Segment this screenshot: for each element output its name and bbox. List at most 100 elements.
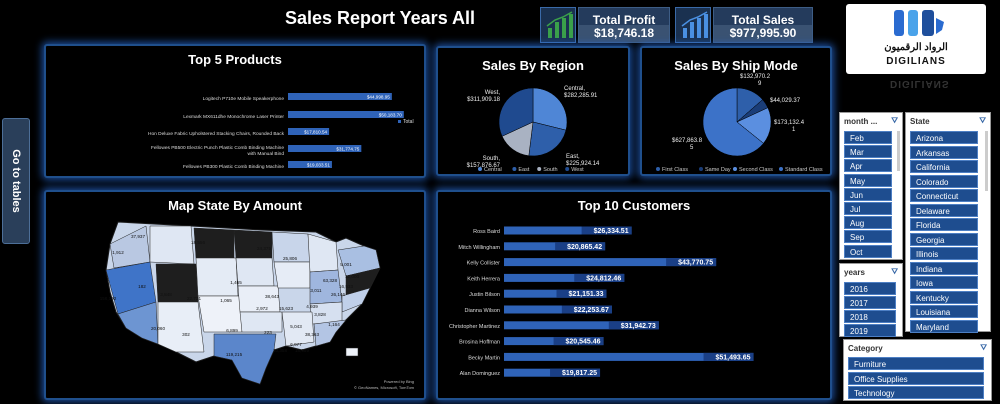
category-label: Hon Deluxe Fabric Upholstered Stacking C… <box>148 131 285 137</box>
state-slicer-item[interactable]: Arizona <box>910 131 978 144</box>
state-scrollbar[interactable] <box>985 131 988 191</box>
label-box <box>666 258 717 267</box>
label-box <box>581 226 632 235</box>
state-slicer[interactable]: State ⛛ Arizona Arkansas California Colorad… <box>905 112 991 333</box>
month-slicer-item[interactable]: Mar <box>844 145 892 159</box>
label-box <box>553 337 604 346</box>
state-slicer-item[interactable]: Florida <box>910 218 978 231</box>
state-slicer-header: State ⛛ <box>906 113 990 129</box>
bar <box>288 145 362 152</box>
clear-filter-icon[interactable]: ⛛ <box>891 116 898 125</box>
state-region <box>149 225 195 265</box>
slice-value: $157,876.67 <box>467 163 501 169</box>
year-slicer-item[interactable]: 2016 <box>844 282 896 295</box>
legend-swatch <box>565 167 570 171</box>
month-slicer-item[interactable]: Feb <box>844 131 892 144</box>
bar <box>504 242 606 251</box>
legend-swatch <box>398 120 401 123</box>
slice-label: Central, <box>564 86 585 92</box>
category-slicer-item[interactable]: Technology <box>848 386 984 399</box>
month-slicer-item[interactable]: Apr <box>844 159 892 173</box>
label-box <box>555 242 606 251</box>
data-label: $50,183.70 <box>379 113 402 118</box>
state-slicer-item[interactable]: Arkansas <box>910 145 978 159</box>
state-region <box>157 301 205 353</box>
region-chart: Central,$282,285.91 East,$225,924.14 South… <box>467 86 600 173</box>
state-value-label: 16,533 <box>339 284 353 289</box>
category-label: Lexmark MX611dhe Monochrome Laser Printe… <box>183 114 284 120</box>
month-scrollbar[interactable] <box>897 131 900 171</box>
legend-swatch <box>779 167 783 171</box>
legend-label: Same Day <box>705 167 731 173</box>
year-slicer-item[interactable]: 2019 <box>844 324 896 337</box>
slice-label: 5 <box>690 145 694 151</box>
legend-label: Second Class <box>739 167 773 173</box>
go-to-tables-button[interactable]: Go to tables <box>2 118 30 244</box>
state-slicer-item[interactable]: Maryland <box>910 319 978 333</box>
shipmode-title: Sales By Ship Mode <box>674 58 798 73</box>
years-slicer[interactable]: years ⛛ 2016 2017 2018 2019 <box>839 263 903 337</box>
state-slicer-item[interactable]: Iowa <box>910 276 978 289</box>
legend-swatch <box>733 167 737 171</box>
month-slicer-item[interactable]: Jun <box>844 187 892 201</box>
year-slicer-item[interactable]: 2018 <box>844 310 896 323</box>
state-slicer-item[interactable]: Georgia <box>910 232 978 246</box>
clear-filter-icon[interactable]: ⛛ <box>980 343 987 352</box>
state-value-label: 24,375 <box>257 246 271 251</box>
state-value-label: 223 <box>264 330 272 335</box>
top5-title: Top 5 Products <box>188 52 282 67</box>
state-slicer-item[interactable]: Colorado <box>910 174 978 188</box>
month-slicer-item[interactable]: Oct <box>844 244 892 258</box>
state-slicer-item[interactable]: Indiana <box>910 261 978 275</box>
state-value-label: 156,192 <box>100 296 117 301</box>
category-label: Keith Herrera <box>467 276 501 282</box>
category-slicer-item[interactable]: Office Supplies <box>848 371 984 385</box>
legend-label: West <box>571 167 584 173</box>
year-slicer-item[interactable]: 2017 <box>844 296 896 309</box>
state-slicer-item[interactable]: Connecticut <box>910 189 978 202</box>
bar <box>504 226 632 235</box>
state-value-label: 6,977 <box>290 342 302 347</box>
state-slicer-item[interactable]: California <box>910 160 978 173</box>
state-value-label: 18,959 <box>295 348 309 353</box>
slice-label: 9 <box>758 81 762 87</box>
state-value-label: 15,623 <box>279 306 293 311</box>
clear-filter-icon[interactable]: ⛛ <box>979 116 986 125</box>
state-value-label: 182 <box>138 284 146 289</box>
category-label: Logitech P710e Mobile Speakerphone <box>203 96 285 102</box>
month-slicer-item[interactable]: Jul <box>844 202 892 215</box>
state-region <box>195 257 239 297</box>
logo-latin-text: DIGILIANS <box>886 56 946 67</box>
pie-slice <box>498 87 534 137</box>
sales-chart-icon <box>675 7 711 43</box>
month-slicer-item[interactable]: Sep <box>844 230 892 244</box>
pie-slice <box>528 121 567 157</box>
top5-chart: Logitech P710e Mobile Speakerphone $44,99… <box>148 93 414 170</box>
state-value-label: 119,215 <box>226 352 243 357</box>
state-slicer-item[interactable]: Louisiana <box>910 305 978 318</box>
state-slicer-item[interactable]: Delaware <box>910 203 978 217</box>
category-label: Brosina Hoffman <box>459 340 500 346</box>
data-label: $21,151.33 <box>568 291 603 298</box>
state-value-label: 26,146 <box>331 292 345 297</box>
profit-chart-icon <box>540 7 576 43</box>
month-slicer-item[interactable]: Aug <box>844 216 892 230</box>
category-slicer[interactable]: Category ⛛ Furniture Office Supplies Techn… <box>843 339 992 401</box>
category-slicer-item[interactable]: Furniture <box>848 357 984 370</box>
category-label: Kelly Collister <box>467 261 500 267</box>
state-slicer-item[interactable]: Kentucky <box>910 290 978 304</box>
top5-products-panel: Top 5 Products Logitech P710e Mobile Spe… <box>44 44 426 178</box>
state-value-label: 38,363 <box>305 332 319 337</box>
bar <box>504 352 754 361</box>
state-value-label: 20,060 <box>151 326 165 331</box>
month-slicer-item[interactable]: May <box>844 173 892 187</box>
month-slicer[interactable]: month ... ⛛ Feb Mar Apr May Jun Jul Aug Sep Oct <box>839 112 903 260</box>
state-value-label: 5,001 <box>340 262 352 267</box>
state-slicer-item[interactable]: Illinois <box>910 247 978 260</box>
clear-filter-icon[interactable]: ⛛ <box>891 267 898 276</box>
category-label: Fellowes PB300 Plastic Comb Binding Mach… <box>183 164 284 170</box>
top10-chart: Ross Baird $26,334.51 Mitch Willingham $20,… <box>449 226 754 377</box>
years-slicer-header: years ⛛ <box>840 264 902 280</box>
label-box <box>550 368 601 377</box>
category-label: Dianna Wilson <box>465 308 500 314</box>
